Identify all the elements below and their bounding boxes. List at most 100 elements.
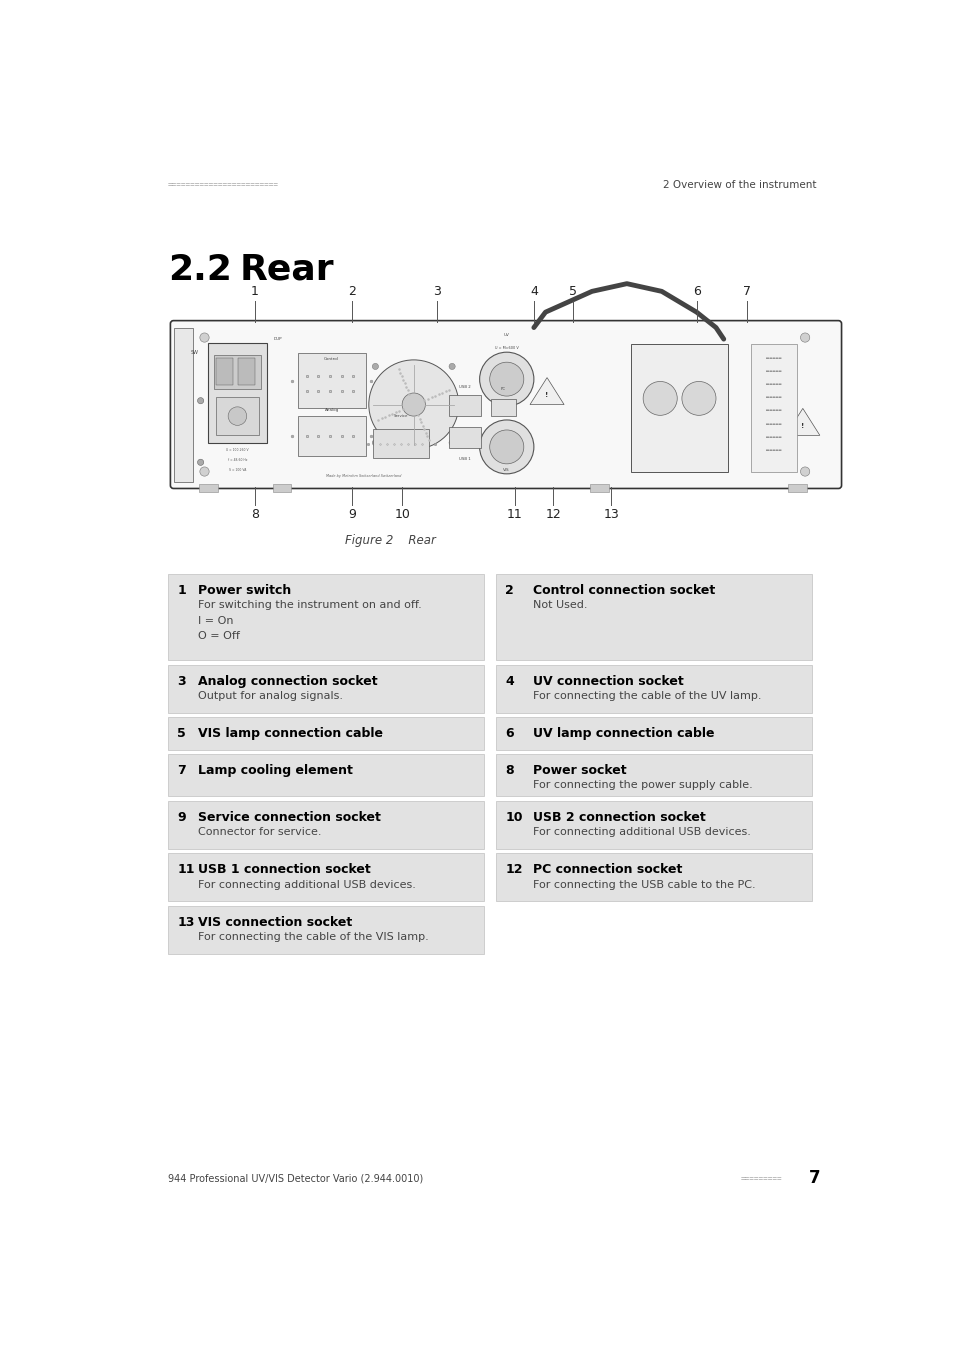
- Text: 11: 11: [506, 508, 522, 521]
- Text: 9: 9: [348, 508, 355, 521]
- Text: 8: 8: [251, 508, 258, 521]
- Bar: [297, 352, 365, 409]
- Text: 13: 13: [177, 915, 194, 929]
- Text: For connecting the cable of the UV lamp.: For connecting the cable of the UV lamp.: [533, 691, 760, 701]
- Circle shape: [372, 363, 378, 370]
- Bar: [496, 853, 811, 902]
- Bar: [496, 717, 811, 749]
- Text: 9: 9: [177, 811, 186, 824]
- Text: U = 100-260 V: U = 100-260 V: [226, 448, 249, 452]
- Bar: [173, 328, 193, 482]
- Bar: [787, 483, 806, 491]
- Text: =========: =========: [740, 1174, 781, 1183]
- Text: ■■■■■■■■■■■: ■■■■■■■■■■■: [765, 450, 781, 451]
- Text: Service connection socket: Service connection socket: [197, 811, 380, 824]
- Circle shape: [800, 333, 809, 342]
- Text: Power switch: Power switch: [197, 585, 291, 597]
- Bar: [448, 394, 480, 416]
- Text: 2: 2: [505, 585, 514, 597]
- Bar: [168, 906, 484, 953]
- Bar: [237, 358, 254, 385]
- Bar: [297, 416, 365, 456]
- Text: Power socket: Power socket: [533, 764, 626, 778]
- Text: For connecting the power supply cable.: For connecting the power supply cable.: [533, 780, 752, 790]
- Text: USB 1 connection socket: USB 1 connection socket: [197, 864, 370, 876]
- Text: Rear: Rear: [239, 252, 334, 286]
- Circle shape: [479, 352, 534, 406]
- Text: 5: 5: [177, 728, 186, 740]
- Text: S = 100 VA: S = 100 VA: [229, 468, 246, 472]
- Text: ■■■■■■■■■■■: ■■■■■■■■■■■: [765, 410, 781, 412]
- Text: O = Off: O = Off: [197, 630, 239, 641]
- Text: ■■■■■■■■■■■: ■■■■■■■■■■■: [765, 436, 781, 437]
- Text: ■■■■■■■■■■■: ■■■■■■■■■■■: [765, 423, 781, 424]
- Bar: [491, 400, 516, 416]
- Circle shape: [681, 382, 716, 416]
- Text: 5: 5: [568, 285, 576, 298]
- Text: 7: 7: [808, 1169, 820, 1188]
- Circle shape: [489, 362, 523, 396]
- Circle shape: [199, 333, 209, 342]
- Bar: [213, 355, 261, 389]
- Text: 8: 8: [505, 764, 514, 778]
- Bar: [590, 483, 608, 491]
- Circle shape: [489, 429, 523, 464]
- Text: 11: 11: [177, 864, 194, 876]
- Text: !: !: [801, 423, 803, 429]
- Bar: [216, 358, 233, 385]
- Text: VIS lamp connection cable: VIS lamp connection cable: [197, 728, 382, 740]
- Text: Figure 2    Rear: Figure 2 Rear: [345, 535, 436, 547]
- Text: Not Used.: Not Used.: [533, 601, 587, 610]
- Text: 2: 2: [348, 285, 355, 298]
- Circle shape: [199, 467, 209, 477]
- Circle shape: [479, 420, 534, 474]
- Text: Made by Metrohm Switzerland Switzerland: Made by Metrohm Switzerland Switzerland: [325, 474, 400, 478]
- Circle shape: [800, 467, 809, 477]
- Text: Lamp cooling element: Lamp cooling element: [197, 764, 352, 778]
- Text: 3: 3: [433, 285, 440, 298]
- Text: UV lamp connection cable: UV lamp connection cable: [533, 728, 714, 740]
- Text: SW: SW: [191, 350, 199, 355]
- Text: For connecting additional USB devices.: For connecting additional USB devices.: [533, 828, 750, 837]
- Text: VIS connection socket: VIS connection socket: [197, 915, 352, 929]
- Bar: [216, 397, 258, 435]
- Bar: [750, 344, 797, 471]
- Circle shape: [402, 393, 425, 416]
- Bar: [496, 664, 811, 713]
- Text: For connecting the cable of the VIS lamp.: For connecting the cable of the VIS lamp…: [197, 931, 428, 942]
- Text: Analog: Analog: [324, 408, 338, 412]
- Circle shape: [449, 363, 455, 370]
- FancyBboxPatch shape: [171, 320, 841, 489]
- Text: 7: 7: [177, 764, 186, 778]
- Text: 7: 7: [742, 285, 750, 298]
- Bar: [448, 427, 480, 448]
- Text: VIS: VIS: [503, 468, 510, 472]
- Bar: [630, 344, 727, 471]
- Bar: [373, 429, 429, 459]
- Text: 1: 1: [177, 585, 186, 597]
- Circle shape: [372, 440, 378, 446]
- Text: 4: 4: [505, 675, 514, 687]
- Text: ■■■■■■■■■■■: ■■■■■■■■■■■: [765, 358, 781, 359]
- Text: 4: 4: [529, 285, 537, 298]
- Text: 6: 6: [692, 285, 700, 298]
- Text: 13: 13: [603, 508, 618, 521]
- Text: PC: PC: [500, 387, 506, 392]
- Bar: [199, 483, 217, 491]
- Text: U = M=600 V: U = M=600 V: [495, 347, 518, 351]
- Text: f = 48-60 Hz: f = 48-60 Hz: [228, 459, 247, 463]
- Text: UV connection socket: UV connection socket: [533, 675, 683, 687]
- Bar: [168, 853, 484, 902]
- Circle shape: [642, 382, 677, 416]
- Bar: [168, 574, 484, 660]
- Circle shape: [197, 459, 204, 466]
- Text: 944 Professional UV/VIS Detector Vario (2.944.0010): 944 Professional UV/VIS Detector Vario (…: [168, 1173, 423, 1184]
- Text: For connecting the USB cable to the PC.: For connecting the USB cable to the PC.: [533, 880, 755, 890]
- Text: ■■■■■■■■■■■: ■■■■■■■■■■■: [765, 383, 781, 385]
- Text: Analog connection socket: Analog connection socket: [197, 675, 376, 687]
- Text: Connector for service.: Connector for service.: [197, 828, 321, 837]
- Text: 3: 3: [177, 675, 186, 687]
- Bar: [168, 664, 484, 713]
- Bar: [496, 574, 811, 660]
- Polygon shape: [785, 409, 819, 435]
